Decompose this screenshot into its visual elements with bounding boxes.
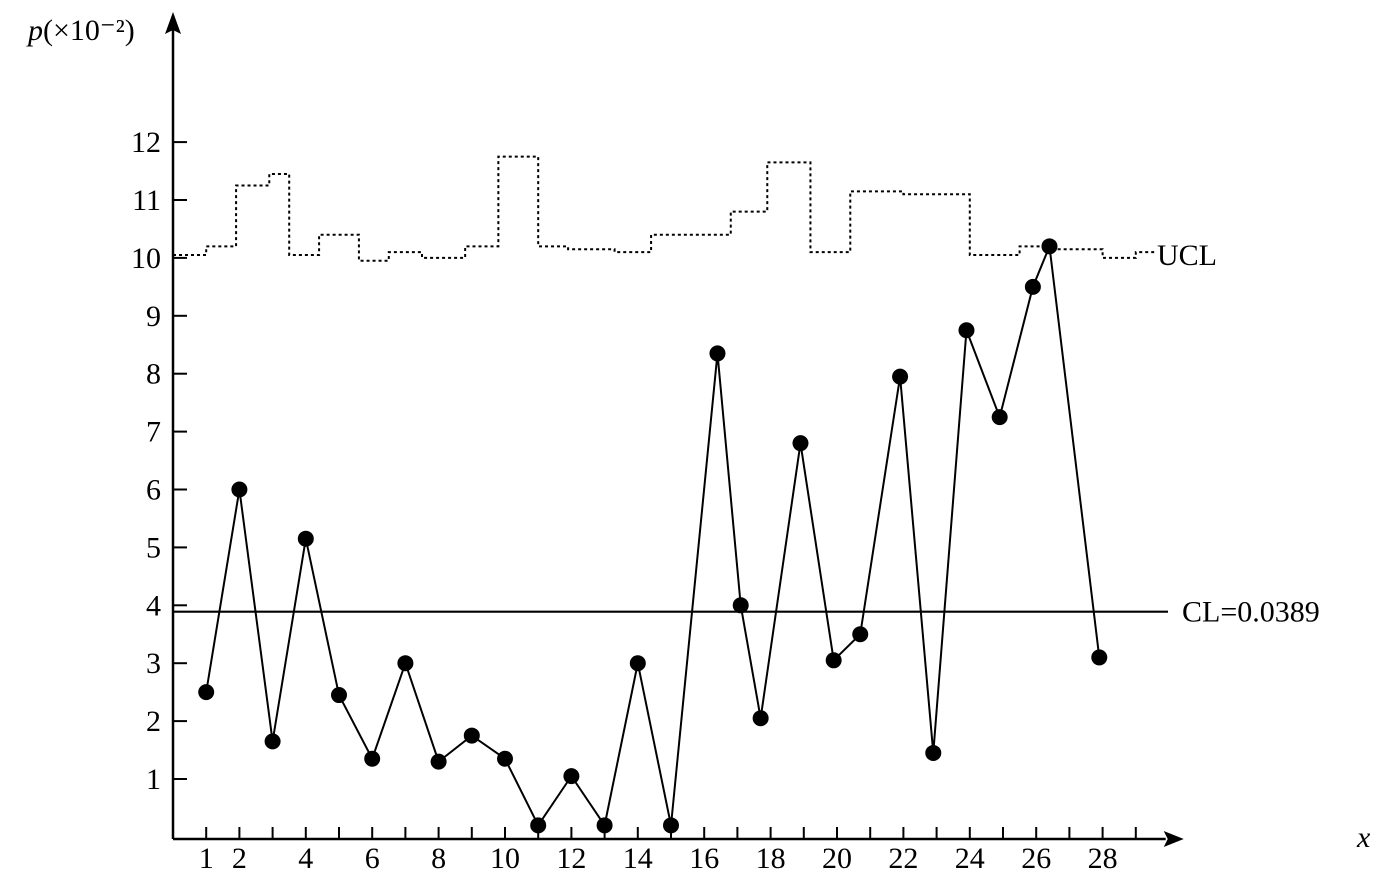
x-tick-label: 6 <box>365 842 380 872</box>
data-point <box>463 727 480 744</box>
data-point <box>264 733 281 750</box>
x-tick-label: 2 <box>232 842 247 872</box>
x-tick-label: 20 <box>822 842 852 872</box>
x-tick-label: 24 <box>955 842 985 872</box>
ucl-label: UCL <box>1157 239 1217 272</box>
data-point <box>958 322 975 339</box>
y-tick-label: 5 <box>146 531 161 564</box>
y-tick-label: 11 <box>132 184 161 217</box>
y-axis-arrow <box>165 12 181 34</box>
data-point <box>925 744 942 761</box>
y-tick-label: 9 <box>146 300 161 333</box>
y-tick-label: 7 <box>146 416 161 449</box>
ucl-series: UCL <box>173 155 1217 272</box>
data-point <box>530 817 547 834</box>
y-tick-label: 10 <box>131 242 161 275</box>
y-tick-label: 8 <box>146 358 161 391</box>
cl-series: CL=0.0389 <box>173 596 1320 629</box>
y-tick-label: 12 <box>131 126 161 159</box>
x-tick-label: 14 <box>623 842 653 872</box>
data-point <box>663 817 679 834</box>
x-axis-arrow <box>1163 831 1184 847</box>
data-point <box>732 597 749 614</box>
y-tick-label: 1 <box>146 763 161 796</box>
data-point <box>629 655 646 672</box>
data-point <box>709 345 726 362</box>
data-point <box>792 435 809 452</box>
data-point <box>991 409 1008 426</box>
x-tick-label: 4 <box>298 842 313 872</box>
x-tick-label: 22 <box>888 842 918 872</box>
data-point <box>364 750 381 767</box>
y-axis-label: p(×10⁻²) <box>26 14 135 47</box>
y-tick-label: 2 <box>146 705 161 738</box>
ucl-line <box>173 155 1156 262</box>
data-point <box>198 684 215 701</box>
axes <box>165 12 1184 847</box>
x-tick-label: 8 <box>431 842 446 872</box>
chart-labels: p(×10⁻²) x <box>26 14 1371 854</box>
data-point <box>1091 649 1108 666</box>
data-point <box>331 687 347 704</box>
x-axis-label: x <box>1356 821 1371 854</box>
data-series <box>198 238 1108 834</box>
data-point <box>297 530 314 547</box>
data-point <box>825 652 842 669</box>
x-tick-label: 28 <box>1088 842 1118 872</box>
data-point <box>752 710 769 727</box>
x-tick-label: 10 <box>490 842 520 872</box>
data-point <box>852 626 869 643</box>
x-tick-label: 16 <box>689 842 719 872</box>
data-point <box>497 750 513 767</box>
y-tick-label: 3 <box>146 647 161 680</box>
x-tick-label: 1 <box>199 842 214 872</box>
data-point <box>1041 238 1058 255</box>
data-point <box>430 753 447 770</box>
data-point <box>397 655 414 672</box>
y-tick-label: 4 <box>146 589 161 622</box>
x-tick-label: 18 <box>756 842 786 872</box>
x-axis-ticks: 1 2 4 6 8 10 12 14 16 18 20 22 24 26 28 <box>199 827 1137 872</box>
data-point <box>892 368 909 385</box>
series-line <box>205 242 1101 828</box>
x-tick-label: 26 <box>1021 842 1051 872</box>
data-point <box>563 768 580 785</box>
cl-label: CL=0.0389 <box>1182 596 1320 629</box>
data-point <box>1024 278 1041 295</box>
y-tick-label: 6 <box>146 474 161 507</box>
x-tick-label: 12 <box>556 842 586 872</box>
data-point <box>596 817 613 834</box>
data-point <box>231 481 248 498</box>
